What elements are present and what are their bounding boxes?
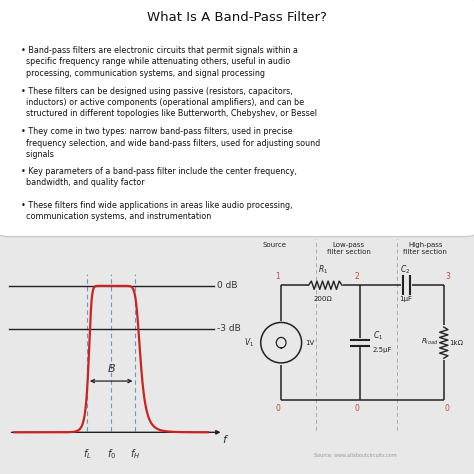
Text: 1: 1 [275, 272, 280, 281]
Text: 0 dB: 0 dB [217, 282, 237, 291]
Text: 1kΩ: 1kΩ [449, 340, 464, 346]
Text: What Is A Band-Pass Filter?: What Is A Band-Pass Filter? [147, 11, 327, 25]
Text: • Key parameters of a band-pass filter include the center frequency,
  bandwidth: • Key parameters of a band-pass filter i… [21, 167, 297, 187]
Text: • Band-pass filters are electronic circuits that permit signals within a
  speci: • Band-pass filters are electronic circu… [21, 46, 298, 78]
Text: 3: 3 [445, 272, 450, 281]
Text: 2.5μF: 2.5μF [373, 346, 392, 353]
Text: $R_{load}$: $R_{load}$ [420, 337, 438, 346]
Text: $C_2$: $C_2$ [401, 263, 410, 275]
Text: Source: Source [263, 242, 287, 247]
Text: 0: 0 [275, 404, 280, 413]
Text: -3 dB: -3 dB [217, 324, 240, 333]
Text: • They come in two types: narrow band-pass filters, used in precise
  frequency : • They come in two types: narrow band-pa… [21, 128, 320, 159]
Text: 1μF: 1μF [399, 296, 412, 301]
Text: • These filters can be designed using passive (resistors, capacitors,
  inductor: • These filters can be designed using pa… [21, 87, 317, 118]
Text: • These filters find wide applications in areas like audio processing,
  communi: • These filters find wide applications i… [21, 201, 292, 221]
Text: f: f [222, 435, 227, 445]
Text: 0: 0 [354, 404, 359, 413]
Text: High-pass
filter section: High-pass filter section [403, 242, 447, 255]
Text: 200Ω: 200Ω [314, 296, 332, 301]
FancyBboxPatch shape [0, 0, 474, 237]
Text: $f_0$: $f_0$ [107, 447, 116, 461]
Text: 1V: 1V [306, 340, 315, 346]
Text: Low-pass
filter section: Low-pass filter section [327, 242, 371, 255]
Text: 0: 0 [445, 404, 450, 413]
Text: B: B [108, 364, 115, 374]
Text: $f_L$: $f_L$ [82, 447, 91, 461]
Text: $V_1$: $V_1$ [245, 337, 255, 349]
Text: 2: 2 [354, 272, 359, 281]
Text: $R_1$: $R_1$ [318, 263, 328, 275]
Text: $C_1$: $C_1$ [373, 329, 383, 342]
Text: Source: www.allaboutcircuits.com: Source: www.allaboutcircuits.com [314, 453, 397, 457]
Text: $f_H$: $f_H$ [130, 447, 141, 461]
